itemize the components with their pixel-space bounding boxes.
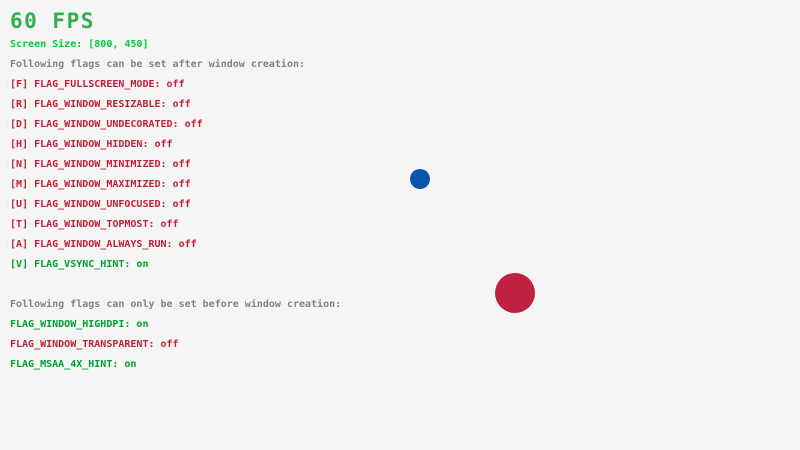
flag-window-undecorated: [D] FLAG_WINDOW_UNDECORATED: off — [10, 119, 203, 130]
flag-window-topmost: [T] FLAG_WINDOW_TOPMOST: off — [10, 219, 179, 230]
flag-window-maximized: [M] FLAG_WINDOW_MAXIMIZED: off — [10, 179, 191, 190]
flag-window-hidden: [H] FLAG_WINDOW_HIDDEN: off — [10, 139, 173, 150]
flag-window-transparent: FLAG_WINDOW_TRANSPARENT: off — [10, 339, 179, 350]
red-ball — [495, 273, 535, 313]
screen-size-text: Screen Size: [800, 450] — [10, 39, 149, 50]
flag-window-unfocused: [U] FLAG_WINDOW_UNFOCUSED: off — [10, 199, 191, 210]
flag-window-always-run: [A] FLAG_WINDOW_ALWAYS_RUN: off — [10, 239, 197, 250]
blue-ball — [410, 169, 430, 189]
flag-vsync-hint: [V] FLAG_VSYNC_HINT: on — [10, 259, 149, 270]
fps-counter: 60 FPS — [10, 9, 95, 33]
flag-msaa-4x-hint: FLAG_MSAA_4X_HINT: on — [10, 359, 137, 370]
section-header-before-creation: Following flags can only be set before w… — [10, 299, 342, 310]
section-header-after-creation: Following flags can be set after window … — [10, 59, 306, 70]
flag-window-highdpi: FLAG_WINDOW_HIGHDPI: on — [10, 319, 149, 330]
flag-window-minimized: [N] FLAG_WINDOW_MINIMIZED: off — [10, 159, 191, 170]
flag-window-resizable: [R] FLAG_WINDOW_RESIZABLE: off — [10, 99, 191, 110]
flag-fullscreen-mode: [F] FLAG_FULLSCREEN_MODE: off — [10, 79, 185, 90]
